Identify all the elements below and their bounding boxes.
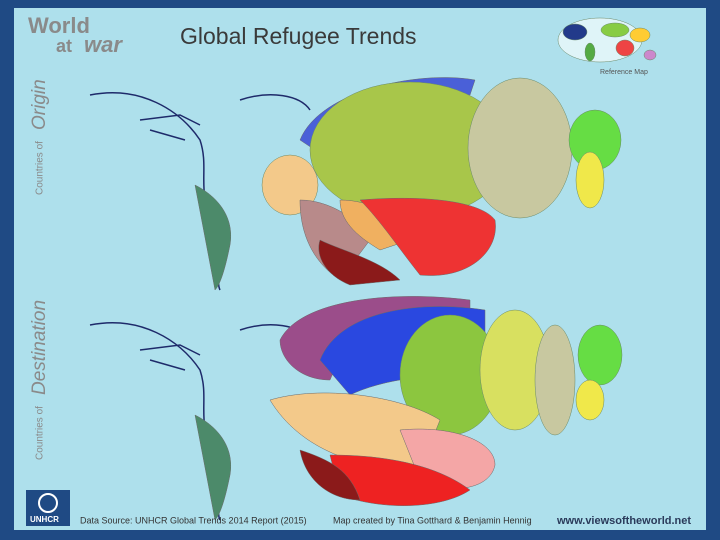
south-america [194, 184, 232, 291]
panel-label: Destination [29, 300, 50, 395]
origin-region [318, 239, 401, 286]
greenland [239, 94, 311, 111]
page-title: Global Refugee Trends [180, 23, 417, 49]
reference-region [562, 23, 588, 41]
americas [139, 114, 201, 141]
reference-map-label: Reference Map [600, 69, 648, 76]
logo-text: UNHCR [30, 515, 59, 524]
south-america [194, 414, 232, 521]
panel-label-prefix: Countries of [35, 141, 46, 195]
brand-line2-prefix: at [56, 36, 72, 56]
destination-region [577, 324, 623, 386]
origin-region [467, 77, 573, 219]
website: www.viewsoftheworld.net [556, 515, 691, 527]
destination-region [299, 449, 361, 501]
destination-region [534, 324, 576, 436]
panel-label: Origin [29, 79, 50, 130]
cartogram [26, 17, 657, 526]
destination-region [575, 379, 605, 421]
reference-region [584, 42, 596, 62]
data-source: Data Source: UNHCR Global Trends 2014 Re… [80, 515, 307, 525]
reference-region [643, 49, 657, 61]
credit: Map created by Tina Gotthard & Benjamin … [333, 515, 532, 525]
origin-region [575, 151, 605, 209]
logo [26, 490, 70, 526]
brand-line1: World [28, 13, 90, 38]
logo-emblem [38, 493, 58, 513]
panel-label-prefix: Countries of [35, 406, 46, 460]
brand-line2-emphasis: war [84, 32, 123, 57]
reference-region [629, 27, 651, 43]
origin-region [359, 197, 496, 276]
reference-region [600, 22, 630, 38]
americas [139, 344, 201, 371]
destination-region [329, 454, 471, 506]
reference-region [615, 39, 635, 57]
